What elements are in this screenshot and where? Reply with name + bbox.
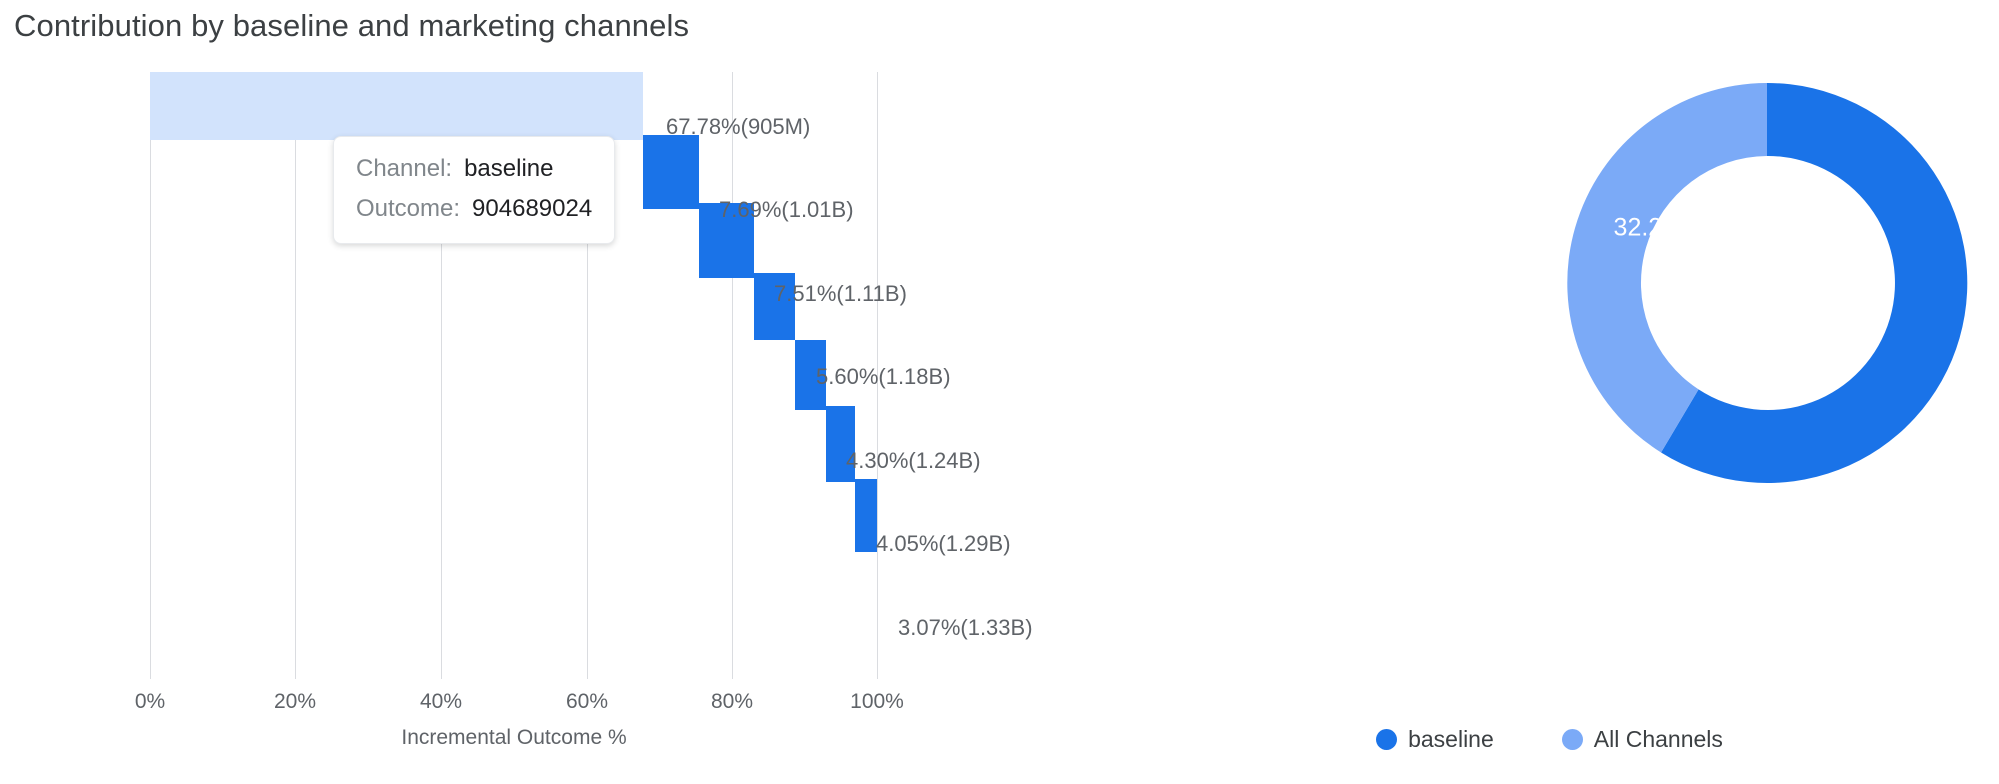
tooltip-channel-value: baseline [464, 155, 554, 182]
gridline-100 [877, 72, 878, 679]
x-tick-100: 100% [850, 690, 904, 713]
value-label-channel-3: 5.60%(1.18B) [816, 364, 951, 389]
legend-swatch-baseline-icon [1376, 729, 1398, 750]
gridline-40 [441, 72, 442, 679]
value-label-baseline: 67.78%(905M) [666, 114, 811, 139]
value-label-channel-1: 7.69%(1.01B) [719, 197, 854, 222]
x-tick-0: 0% [134, 690, 166, 713]
tooltip-row-channel: Channel: baseline [356, 149, 592, 189]
legend-item-baseline[interactable]: baseline [1376, 726, 1494, 753]
x-tick-20: 20% [273, 690, 317, 713]
page-title: Contribution by baseline and marketing c… [14, 8, 690, 43]
x-tick-80: 80% [710, 690, 754, 713]
chart-tooltip: Channel: baseline Outcome: 904689024 [333, 136, 616, 244]
legend-swatch-all-channels-icon [1561, 729, 1583, 750]
x-tick-60: 60% [565, 690, 609, 713]
bar-channel-4[interactable] [699, 203, 754, 278]
bar-channel-1[interactable] [643, 135, 699, 209]
value-label-channel-4: 7.51%(1.11B) [774, 281, 907, 306]
value-label-channel-5: 4.05%(1.29B) [876, 531, 1011, 556]
donut-label-all-channels: 32.2% [1613, 213, 1685, 242]
bar-baseline[interactable] [150, 72, 643, 140]
donut-legend: baseline All Channels [1100, 726, 1999, 753]
tooltip-outcome-value: 904689024 [472, 195, 593, 222]
bar-channel-0[interactable] [855, 479, 877, 552]
value-label-channel-0: 3.07%(1.33B) [898, 615, 1033, 640]
legend-item-all-channels[interactable]: All Channels [1561, 726, 1723, 753]
bar-channel-5[interactable] [826, 406, 855, 482]
tooltip-channel-key: Channel: [356, 155, 453, 182]
donut-svg [1567, 82, 1968, 483]
x-axis-title: Incremental Outcome % [401, 726, 627, 749]
waterfall-chart: baseline Channel_1 Channel_4 Channel_3 C… [134, 72, 1033, 749]
gridline-80 [732, 72, 733, 679]
tooltip-row-outcome: Outcome: 904689024 [356, 189, 592, 229]
value-label-channel-2: 4.30%(1.24B) [846, 448, 981, 473]
tooltip-outcome-key: Outcome: [356, 195, 461, 222]
bar-channel-2[interactable] [795, 340, 826, 410]
donut-label-baseline: 67.8% [1925, 413, 1997, 442]
donut-slice-baseline[interactable] [1661, 82, 1968, 483]
x-tick-40: 40% [419, 690, 463, 713]
gridline-60 [587, 72, 588, 679]
donut-slice-all-channels[interactable] [1567, 83, 1767, 453]
bar-channel-3[interactable] [754, 273, 795, 340]
gridline-0 [150, 72, 151, 679]
gridline-20 [295, 72, 296, 679]
legend-label-all-channels: All Channels [1593, 726, 1723, 752]
donut-chart: 32.2% 67.8% baseline All Channels [1100, 0, 1999, 784]
plot-area [150, 72, 878, 679]
legend-label-baseline: baseline [1408, 726, 1494, 752]
